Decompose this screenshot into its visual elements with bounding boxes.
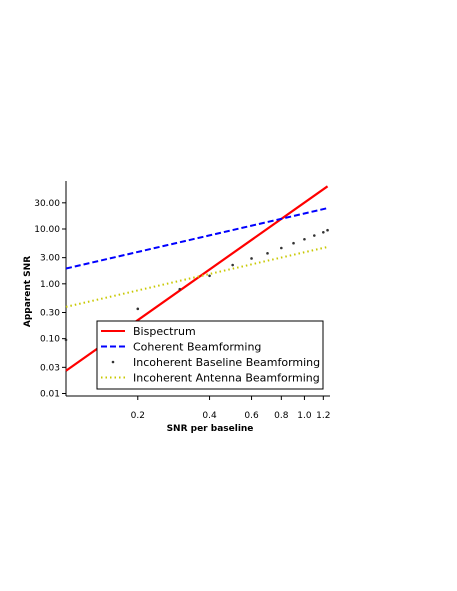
y-axis-title: Apparent SNR — [23, 256, 33, 327]
point-incoherent-baseline-beamforming — [303, 237, 306, 241]
y-tick-label: 0.03 — [40, 363, 60, 373]
x-tick-label: 0.2 — [131, 411, 145, 421]
x-axis-ticks: 0.2 0.4 0.6 0.8 1.0 1.2 — [131, 396, 330, 421]
point-incoherent-baseline-beamforming — [292, 241, 295, 245]
legend-label-bispectrum: Bispectrum — [133, 325, 196, 338]
point-incoherent-baseline-beamforming — [250, 257, 253, 260]
y-tick-label: 1.00 — [40, 280, 60, 290]
plot-axes — [65, 181, 330, 397]
x-tick-label: 1.2 — [316, 411, 330, 421]
legend-label-incoherent-antenna-beamforming: Incoherent Antenna Beamforming — [133, 372, 320, 385]
legend: Bispectrum Coherent Beamforming Incoherent… — [96, 320, 324, 390]
y-axis-ticks: 0.01 0.03 0.10 0.30 1.00 3.00 10.00 30.00 — [34, 199, 66, 399]
x-tick-label: 1.0 — [297, 411, 312, 421]
y-tick-label: 0.01 — [40, 389, 60, 399]
x-tick-label: 0.4 — [202, 411, 217, 421]
point-incoherent-baseline-beamforming — [313, 234, 316, 237]
x-tick-label: 0.6 — [244, 411, 259, 421]
point-incoherent-baseline-beamforming — [178, 287, 182, 291]
x-axis-title: SNR per baseline — [167, 424, 254, 434]
x-tick-label: 0.8 — [274, 411, 289, 421]
line-coherent-beamforming — [65, 207, 328, 270]
y-tick-label: 30.00 — [34, 199, 60, 209]
y-tick-label: 10.00 — [34, 225, 60, 235]
y-tick-label: 3.00 — [40, 254, 60, 264]
legend-label-coherent-beamforming: Coherent Beamforming — [133, 341, 261, 354]
legend-box — [96, 320, 324, 390]
line-incoherent-antenna-beamforming — [65, 245, 328, 308]
legend-label-incoherent-baseline-beamforming: Incoherent Baseline Beamforming — [133, 356, 320, 369]
y-tick-label: 0.30 — [40, 308, 60, 318]
point-incoherent-baseline-beamforming — [231, 263, 234, 267]
legend-swatch-incoherent-baseline-beamforming — [111, 360, 115, 364]
point-incoherent-baseline-beamforming — [136, 307, 140, 311]
point-incoherent-baseline-beamforming — [326, 228, 329, 232]
point-incoherent-baseline-beamforming — [322, 231, 325, 234]
point-incoherent-baseline-beamforming — [64, 338, 68, 342]
point-incoherent-baseline-beamforming — [280, 246, 283, 250]
y-tick-label: 0.10 — [40, 335, 60, 345]
point-incoherent-baseline-beamforming — [208, 274, 211, 278]
point-incoherent-baseline-beamforming — [266, 252, 269, 255]
